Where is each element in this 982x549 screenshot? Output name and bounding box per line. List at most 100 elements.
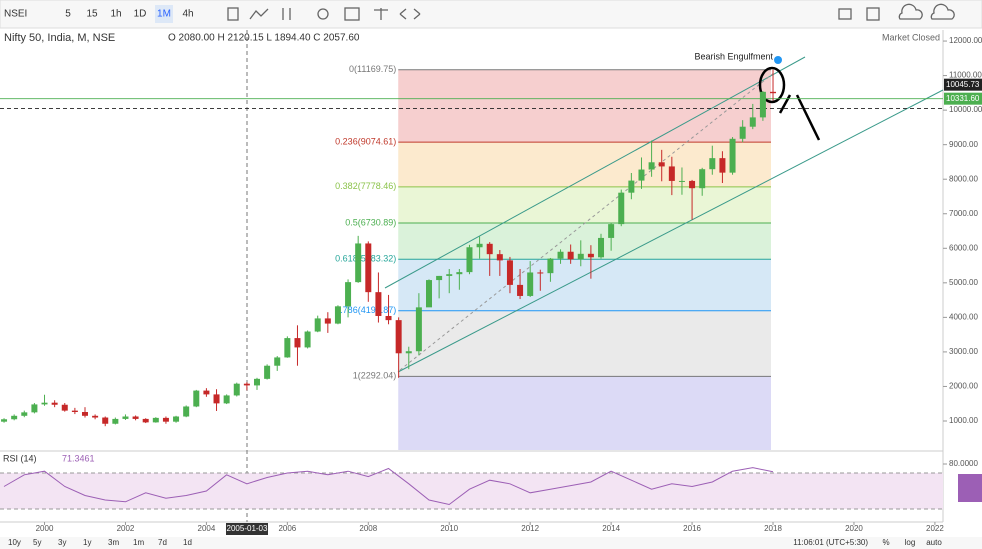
fib-trend [399, 71, 776, 371]
alert-icon[interactable] [344, 7, 360, 21]
candle-body [31, 404, 38, 413]
candle-body [395, 320, 402, 354]
candle-body [456, 272, 463, 275]
range-button[interactable]: 5y [33, 538, 41, 547]
fib-zone [398, 310, 771, 377]
candle-body [486, 243, 493, 255]
fib-zone [398, 186, 771, 224]
candle-body [324, 318, 331, 324]
candle-body [436, 275, 443, 281]
interval-button[interactable]: 1M [157, 9, 171, 20]
candle-body [668, 166, 675, 181]
candle-body [81, 412, 88, 416]
rsi-band [0, 473, 943, 510]
legend-ohlc: O 2080.00 H 2120.15 L 1894.40 C 2057.60 [168, 33, 360, 44]
y-tick-label: 2000.00 [949, 382, 978, 391]
candle-body [365, 243, 372, 293]
candle-body [284, 338, 291, 358]
fib-label: 0.5(6730.89) [345, 217, 396, 227]
side-widget[interactable] [958, 474, 982, 502]
candle-body [51, 402, 58, 405]
channel-lower [397, 89, 944, 373]
undo-redo-icon[interactable] [399, 8, 421, 20]
channel-upper [384, 56, 806, 289]
candle-body [466, 247, 473, 273]
candle-body [648, 162, 655, 170]
scale-button[interactable]: % [882, 538, 889, 547]
price-label-bg [944, 92, 982, 105]
x-tick-label: 2002 [117, 524, 135, 533]
candle-body [385, 315, 392, 321]
layout-icon[interactable] [866, 7, 880, 21]
cloud-icon[interactable] [898, 3, 923, 20]
candle-body [345, 282, 352, 307]
interval-button[interactable]: 5 [65, 9, 71, 20]
candle-body [638, 169, 645, 181]
y-tick-label: 6000.00 [949, 243, 978, 252]
candle-body [102, 417, 109, 424]
candle-body [314, 318, 321, 332]
range-button[interactable]: 1d [183, 538, 192, 547]
range-button[interactable]: 7d [158, 538, 167, 547]
x-tick-label: 2016 [683, 524, 701, 533]
snapshot-icon[interactable] [838, 8, 852, 20]
y-tick-label: 8000.00 [949, 174, 978, 183]
range-button[interactable]: 10y [8, 538, 21, 547]
candle-body [446, 274, 453, 276]
toolbar-icons [227, 3, 955, 21]
fib-zone [398, 142, 771, 187]
candle-body [517, 284, 524, 296]
candle-body [233, 383, 240, 396]
candle-body [162, 417, 169, 422]
y-tick-label: 7000.00 [949, 209, 978, 218]
candle-body [749, 117, 756, 127]
candle-body [618, 192, 625, 225]
interval-active [155, 5, 173, 23]
bottom-bar [0, 537, 982, 549]
candle-body [243, 383, 250, 386]
range-button[interactable]: 3m [108, 538, 119, 547]
candle-body [173, 416, 180, 422]
candle-body [658, 162, 665, 167]
candle-body [253, 378, 260, 386]
settings-icon[interactable] [317, 8, 329, 20]
candle-body [426, 280, 433, 308]
candle-body [415, 307, 422, 352]
range-button[interactable]: 1y [83, 538, 91, 547]
interval-button[interactable]: 1D [134, 9, 147, 20]
candle-body [678, 180, 685, 182]
x-tick-label: 2008 [359, 524, 377, 533]
candle-icon[interactable] [227, 7, 239, 21]
range-button[interactable]: 1m [133, 538, 144, 547]
candle-body [264, 365, 271, 379]
scale-button[interactable]: auto [926, 538, 942, 547]
indicator-icon[interactable] [249, 8, 269, 20]
symbol[interactable]: NSEI [4, 9, 27, 20]
compare-icon[interactable] [282, 8, 291, 20]
interval-button[interactable]: 1h [110, 9, 121, 20]
range-button[interactable]: 3y [58, 538, 66, 547]
x-tick-label: 2004 [198, 524, 216, 533]
rsi-value: 71.3461 [62, 453, 95, 463]
y-tick-label: 5000.00 [949, 278, 978, 287]
fib-label: 1(2292.04) [353, 371, 397, 381]
interval-button[interactable]: 4h [182, 9, 193, 20]
cloud-save-icon[interactable] [930, 3, 955, 20]
y-tick-label: 11000.00 [949, 71, 982, 80]
replay-icon[interactable] [374, 8, 388, 20]
hand-arrow [778, 94, 821, 141]
y-tick-label: 10000.00 [949, 105, 982, 114]
candle-body [142, 418, 149, 423]
y-tick-label: 9000.00 [949, 140, 978, 149]
annotation: Bearish Engulfment [694, 51, 773, 61]
price-label: 10045.73 [946, 80, 980, 89]
candle-body [334, 306, 341, 324]
scale-button[interactable]: log [905, 538, 916, 547]
candle-body [709, 158, 716, 170]
annotation-flag [774, 56, 783, 64]
candle-body [61, 404, 68, 411]
fib-zone [398, 223, 771, 260]
fib-label: 0.382(7778.46) [335, 181, 396, 191]
candle-body [223, 395, 230, 404]
interval-button[interactable]: 15 [86, 9, 98, 20]
